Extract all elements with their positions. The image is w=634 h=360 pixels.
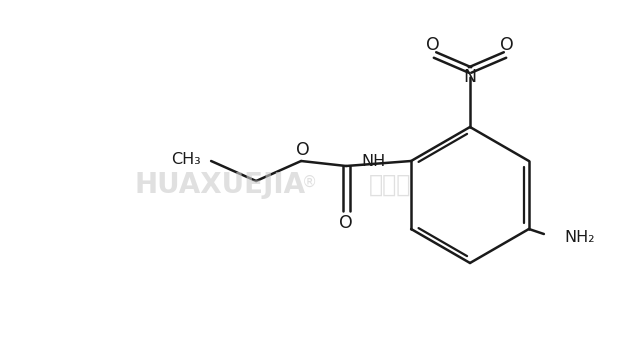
Text: O: O — [339, 214, 353, 232]
Text: O: O — [296, 141, 310, 159]
Text: O: O — [426, 36, 440, 54]
Text: ®: ® — [302, 175, 318, 189]
Text: O: O — [500, 36, 514, 54]
Text: HUAXUEJIA: HUAXUEJIA — [134, 171, 306, 199]
Text: NH₂: NH₂ — [564, 230, 595, 244]
Text: 化学加: 化学加 — [369, 173, 411, 197]
Text: CH₃: CH₃ — [171, 152, 201, 166]
Text: NH: NH — [362, 153, 386, 168]
Text: N: N — [463, 68, 477, 86]
